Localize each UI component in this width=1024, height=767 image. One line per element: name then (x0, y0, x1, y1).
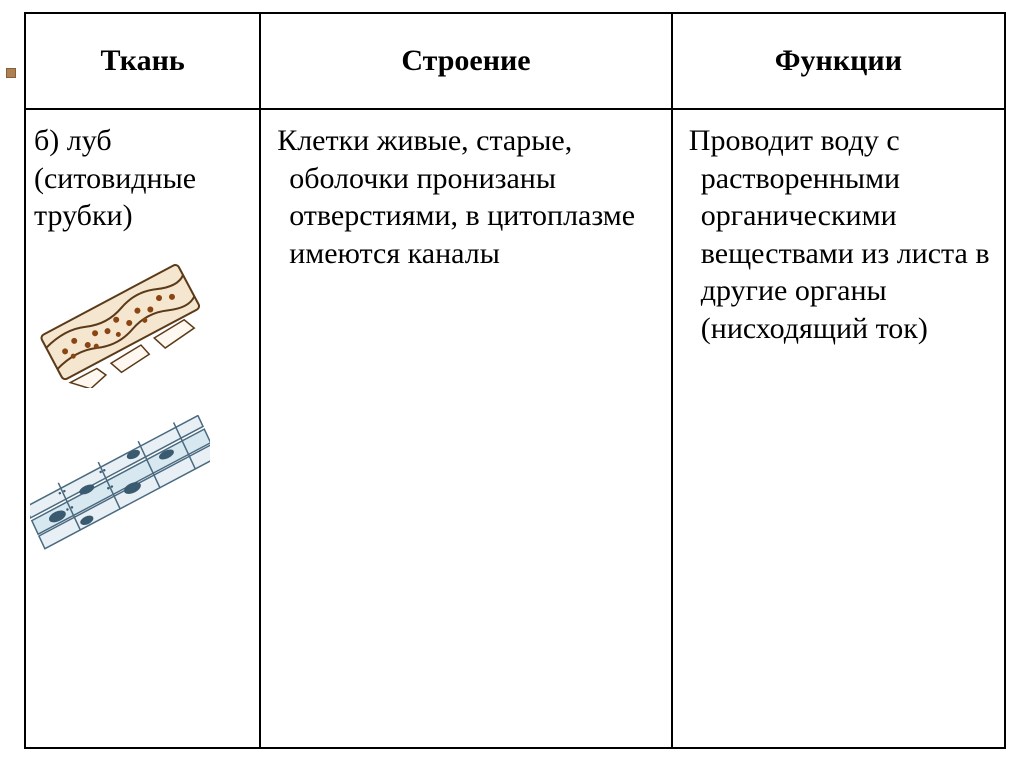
header-tissue: Ткань (25, 13, 260, 109)
tissue-illustrations (34, 263, 251, 565)
cell-tissue: б) луб (ситовидные трубки) (25, 109, 260, 748)
header-functions: Функции (672, 13, 1005, 109)
sieve-tube-long-icon (30, 415, 210, 555)
tissue-table: Ткань Строение Функции б) луб (ситовидны… (24, 12, 1006, 749)
sieve-tube-cross-icon (34, 263, 204, 388)
table-row: б) луб (ситовидные трубки) (25, 109, 1005, 748)
tissue-name: б) луб (ситовидные трубки) (34, 122, 251, 235)
list-bullet (6, 68, 16, 78)
cell-structure: Клетки живые, старые, оболочки пронизаны… (260, 109, 672, 748)
table-header-row: Ткань Строение Функции (25, 13, 1005, 109)
header-structure: Строение (260, 13, 672, 109)
cell-functions: Проводит воду с растворенными органическ… (672, 109, 1005, 748)
